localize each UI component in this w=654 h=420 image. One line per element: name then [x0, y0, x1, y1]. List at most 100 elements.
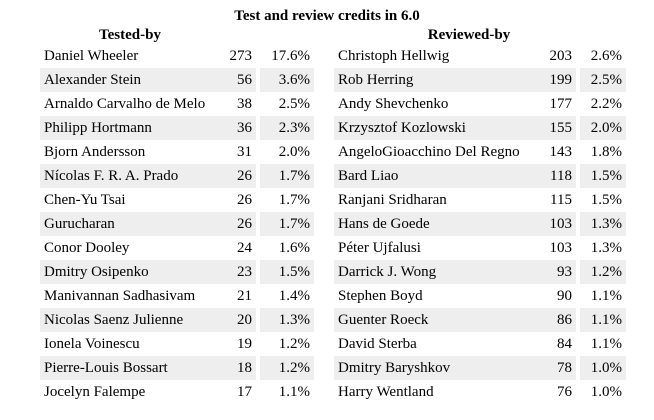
tested-by-count: 31 — [237, 144, 252, 160]
tested-by-name: Nicolas Saenz Julienne — [40, 308, 224, 332]
reviewed-by-percent: 1.0% — [590, 384, 622, 400]
reviewed-by-row: Péter Ujfalusi 103 1.3% — [334, 236, 626, 260]
tested-by-percent: 1.5% — [260, 260, 314, 284]
reviewed-by-row: Harry Wentland 76 1.0% — [334, 380, 626, 404]
tested-by-row: Philipp Hortmann 36 2.3% — [40, 116, 314, 140]
reviewed-by-percent: 1.0% — [580, 356, 626, 380]
reviewed-by-name: David Sterba — [338, 336, 417, 352]
tested-by-percent: 2.0% — [278, 144, 310, 160]
tested-by-percent: 1.2% — [260, 356, 314, 380]
reviewed-by-name: Bard Liao — [334, 164, 542, 188]
tested-by-count: 26 — [224, 164, 256, 188]
tested-by-name: Manivannan Sadhasivam — [44, 288, 196, 304]
tested-by-count: 56 — [224, 68, 256, 92]
reviewed-by-percent: 2.5% — [580, 68, 626, 92]
reviewed-by-percent: 1.8% — [590, 144, 622, 160]
reviewed-by-row: AngeloGioacchino Del Regno 143 1.8% — [334, 140, 626, 164]
reviewed-by-row: Darrick J. Wong 93 1.2% — [334, 260, 626, 284]
tested-by-row: Ionela Voinescu 19 1.2% — [40, 332, 314, 356]
tested-by-row: Daniel Wheeler 273 17.6% — [40, 44, 314, 68]
tested-by-percent: 2.5% — [278, 96, 310, 112]
reviewed-by-percent: 1.5% — [590, 192, 622, 208]
tested-by-percent: 1.2% — [278, 336, 310, 352]
tested-by-count: 23 — [224, 260, 256, 284]
reviewed-by-percent: 1.1% — [580, 308, 626, 332]
reviewed-by-count: 155 — [542, 116, 576, 140]
reviewed-by-row: Bard Liao 118 1.5% — [334, 164, 626, 188]
reviewed-by-row: Andy Shevchenko 177 2.2% — [334, 92, 626, 116]
tested-by-row: Nicolas Saenz Julienne 20 1.3% — [40, 308, 314, 332]
reviewed-by-name: Krzysztof Kozlowski — [334, 116, 542, 140]
reviewed-by-count: 203 — [549, 48, 573, 64]
tested-by-name: Nícolas F. R. A. Prado — [40, 164, 224, 188]
reviewed-by-row: Hans de Goede 103 1.3% — [334, 212, 626, 236]
reviewed-by-name: Stephen Boyd — [338, 288, 423, 304]
reviewed-by-header: Reviewed-by — [427, 27, 511, 43]
tested-by-row: Nícolas F. R. A. Prado 26 1.7% — [40, 164, 314, 188]
tested-by-row: Manivannan Sadhasivam 21 1.4% — [40, 284, 314, 308]
tested-by-count: 24 — [237, 240, 252, 256]
tested-by-name: Bjorn Andersson — [44, 144, 146, 160]
reviewed-by-name: Péter Ujfalusi — [338, 240, 421, 256]
tested-by-name: Dmitry Osipenko — [40, 260, 224, 284]
tested-by-table: Daniel Wheeler 273 17.6% Alexander Stein 56 3… — [40, 44, 314, 404]
reviewed-by-percent: 1.5% — [580, 164, 626, 188]
tested-by-row: Jocelyn Falempe 17 1.1% — [40, 380, 314, 404]
tested-by-name: Alexander Stein — [40, 68, 224, 92]
tested-by-name: Philipp Hortmann — [40, 116, 224, 140]
reviewed-by-name: Darrick J. Wong — [334, 260, 542, 284]
reviewed-by-count: 93 — [542, 260, 576, 284]
reviewed-by-name: Guenter Roeck — [334, 308, 542, 332]
tested-by-row: Arnaldo Carvalho de Melo 38 2.5% — [40, 92, 314, 116]
tested-by-row: Dmitry Osipenko 23 1.5% — [40, 260, 314, 284]
tested-by-count: 21 — [237, 288, 252, 304]
tested-by-percent: 1.4% — [278, 288, 310, 304]
reviewed-by-name: Andy Shevchenko — [338, 96, 449, 112]
reviewed-by-count: 118 — [542, 164, 576, 188]
reviewed-by-count: 86 — [542, 308, 576, 332]
reviewed-by-percent: 1.2% — [580, 260, 626, 284]
reviewed-by-row: Dmitry Baryshkov 78 1.0% — [334, 356, 626, 380]
reviewed-by-percent: 2.0% — [580, 116, 626, 140]
reviewed-by-row: Christoph Hellwig 203 2.6% — [334, 44, 626, 68]
tested-by-count: 26 — [224, 212, 256, 236]
reviewed-by-count: 90 — [557, 288, 572, 304]
reviewed-by-row: Guenter Roeck 86 1.1% — [334, 308, 626, 332]
tested-by-count: 26 — [237, 192, 252, 208]
reviewed-by-count: 76 — [557, 384, 572, 400]
reviewed-by-count: 84 — [557, 336, 572, 352]
reviewed-by-count: 103 — [549, 240, 573, 256]
tested-by-count: 36 — [224, 116, 256, 140]
tested-by-percent: 3.6% — [260, 68, 314, 92]
reviewed-by-count: 143 — [549, 144, 573, 160]
reviewed-by-count: 199 — [542, 68, 576, 92]
tested-by-percent: 1.3% — [260, 308, 314, 332]
tested-by-name: Daniel Wheeler — [44, 48, 139, 64]
reviewed-by-count: 78 — [542, 356, 576, 380]
tested-by-count: 19 — [237, 336, 252, 352]
tested-by-row: Gurucharan 26 1.7% — [40, 212, 314, 236]
tested-by-header: Tested-by — [99, 27, 161, 43]
reviewed-by-name: Ranjani Sridharan — [338, 192, 447, 208]
tested-by-percent: 1.6% — [278, 240, 310, 256]
reviewed-by-name: Harry Wentland — [338, 384, 434, 400]
tested-by-percent: 17.6% — [271, 48, 310, 64]
tested-by-count: 273 — [229, 48, 253, 64]
tested-by-row: Conor Dooley 24 1.6% — [40, 236, 314, 260]
tested-by-count: 18 — [224, 356, 256, 380]
reviewed-by-row: Stephen Boyd 90 1.1% — [334, 284, 626, 308]
tested-by-count: 38 — [237, 96, 252, 112]
tested-by-name: Chen-Yu Tsai — [44, 192, 126, 208]
reviewed-by-name: Hans de Goede — [334, 212, 542, 236]
tested-by-name: Gurucharan — [40, 212, 224, 236]
reviewed-by-row: Krzysztof Kozlowski 155 2.0% — [334, 116, 626, 140]
reviewed-by-percent: 1.1% — [590, 288, 622, 304]
tested-by-name: Arnaldo Carvalho de Melo — [44, 96, 206, 112]
reviewed-by-row: Ranjani Sridharan 115 1.5% — [334, 188, 626, 212]
reviewed-by-percent: 1.3% — [580, 212, 626, 236]
reviewed-by-percent: 2.6% — [590, 48, 622, 64]
tested-by-name: Conor Dooley — [44, 240, 130, 256]
tested-by-count: 17 — [237, 384, 252, 400]
reviewed-by-row: Rob Herring 199 2.5% — [334, 68, 626, 92]
reviewed-by-row: David Sterba 84 1.1% — [334, 332, 626, 356]
